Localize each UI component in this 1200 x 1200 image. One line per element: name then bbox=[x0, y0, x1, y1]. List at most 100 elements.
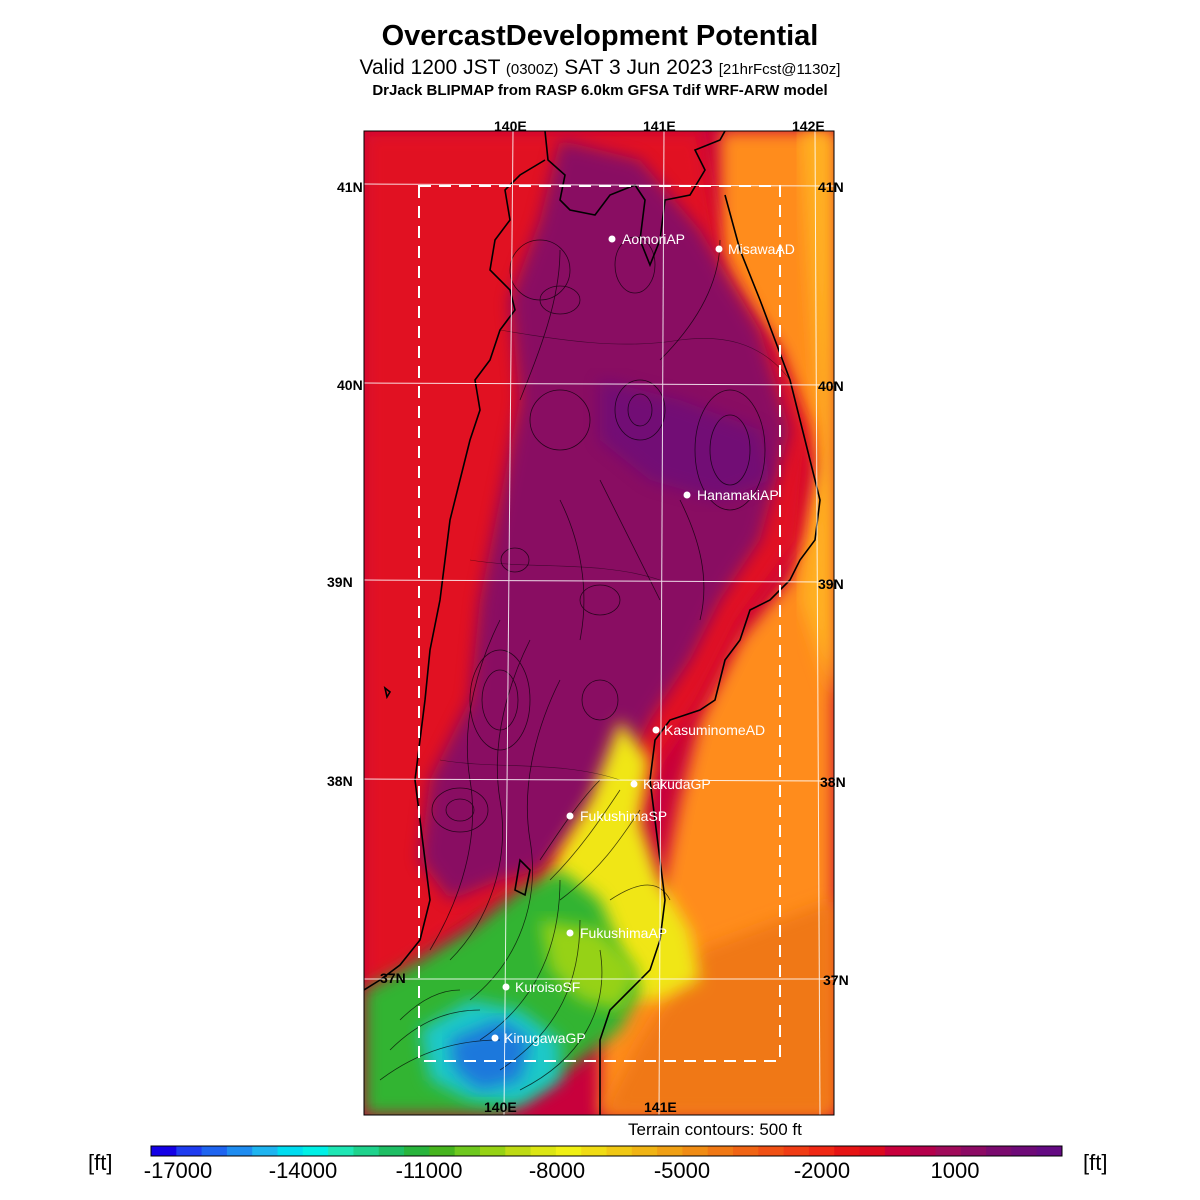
colorbar-swatch bbox=[682, 1146, 709, 1156]
lon-label-bottom: 141E bbox=[644, 1099, 677, 1115]
lat-label-left: 37N bbox=[380, 970, 406, 986]
colorbar-tick-labels: -17000 -14000 -11000 -8000 -5000 -2000 1… bbox=[0, 1158, 1200, 1188]
blue-core bbox=[450, 1020, 530, 1090]
station-dot bbox=[502, 983, 510, 991]
terrain-contours bbox=[379, 236, 766, 1091]
station-dot bbox=[566, 929, 574, 937]
colorbar-swatch bbox=[404, 1146, 430, 1156]
pacific-light-orange bbox=[800, 131, 834, 700]
colorbar-swatch bbox=[252, 1146, 279, 1156]
plot-frame bbox=[363, 130, 835, 1116]
colorbar-frame bbox=[150, 1145, 1063, 1157]
lon-label-top: 140E bbox=[494, 118, 527, 134]
colorbar-swatch bbox=[1036, 1146, 1063, 1156]
colorbar-tick-label: -2000 bbox=[793, 1158, 851, 1183]
colorbar-swatch bbox=[758, 1146, 785, 1156]
colorbar-swatch bbox=[834, 1146, 861, 1156]
data-field: AomoriAP MisawaAD HanamakiAP KasuminomeA… bbox=[364, 131, 834, 1115]
colorbar-swatch bbox=[606, 1146, 633, 1156]
lon-label-top: 142E bbox=[792, 118, 825, 134]
colorbar-swatch bbox=[733, 1146, 759, 1156]
deep-purple-core bbox=[600, 380, 770, 500]
colorbar-swatch bbox=[176, 1146, 203, 1156]
contour-note: Terrain contours: 500 ft bbox=[628, 1120, 802, 1139]
colorbar-swatch bbox=[783, 1146, 810, 1156]
station-label: FukushimaAP bbox=[580, 925, 667, 941]
colorbar-tick-label: -5000 bbox=[653, 1158, 711, 1183]
light-green-zone bbox=[540, 920, 640, 1010]
station-label: FukushimaSP bbox=[580, 808, 667, 824]
colorbar-swatch bbox=[1011, 1146, 1038, 1156]
colorbar-swatch bbox=[707, 1146, 734, 1156]
lat-label-right: 38N bbox=[820, 774, 846, 790]
colorbar-tick-label: 1000 bbox=[930, 1158, 980, 1183]
station-dot bbox=[715, 245, 723, 253]
lon-label-top: 141E bbox=[643, 118, 676, 134]
station-dot bbox=[491, 1034, 499, 1042]
colorbar bbox=[150, 1145, 1063, 1157]
colorbar-swatch bbox=[505, 1146, 532, 1156]
inner-domain-box bbox=[418, 185, 781, 1062]
colorbar-swatch bbox=[884, 1146, 911, 1156]
lat-label-left: 39N bbox=[327, 574, 353, 590]
colorbar-swatch bbox=[277, 1146, 304, 1156]
station-dot bbox=[630, 780, 638, 788]
lat-label-right: 37N bbox=[823, 972, 849, 988]
station-dot bbox=[608, 235, 616, 243]
axis-labels: 140E 141E 142E 140E 141E 41N 40N 39N 38N… bbox=[327, 118, 849, 1115]
colorbar-swatch bbox=[935, 1146, 962, 1156]
colorbar-swatch bbox=[151, 1146, 177, 1156]
purple-interior bbox=[420, 140, 790, 900]
colorbar-unit-right: [ft] bbox=[1083, 1150, 1108, 1175]
station-dot bbox=[566, 812, 574, 820]
lat-label-right: 41N bbox=[818, 179, 844, 195]
prefecture-boundaries bbox=[439, 329, 791, 781]
colorbar-tick-label: -11000 bbox=[395, 1158, 463, 1183]
lat-label-left: 40N bbox=[337, 377, 363, 393]
colorbar-swatch bbox=[226, 1146, 253, 1156]
colorbar-swatch bbox=[555, 1146, 582, 1156]
lat-lon-grid bbox=[364, 131, 834, 1115]
colorbar-tick-label: -8000 bbox=[528, 1158, 586, 1183]
colorbar-swatch bbox=[581, 1146, 607, 1156]
forecast-info: [21hrFcst@1130z] bbox=[718, 61, 841, 78]
station-label: KakudaGP bbox=[643, 776, 711, 792]
station-dot bbox=[683, 491, 691, 499]
colorbar-swatch bbox=[353, 1146, 380, 1156]
station-label: MisawaAD bbox=[728, 241, 795, 257]
lon-label-bottom: 140E bbox=[484, 1099, 517, 1115]
station-label: HanamakiAP bbox=[697, 487, 779, 503]
colorbar-swatch bbox=[530, 1146, 557, 1156]
lat-label-left: 41N bbox=[337, 179, 363, 195]
valid-date: SAT 3 Jun 2023 bbox=[564, 56, 713, 79]
colorbar-swatch bbox=[429, 1146, 456, 1156]
valid-time: Valid 1200 JST bbox=[359, 56, 501, 79]
station-dot bbox=[652, 726, 660, 734]
lat-label-right: 40N bbox=[818, 378, 844, 394]
colorbar-tick-label: -17000 bbox=[143, 1158, 213, 1183]
colorbar-swatch bbox=[302, 1146, 329, 1156]
colorbar-swatch bbox=[378, 1146, 405, 1156]
colorbar-swatch bbox=[328, 1146, 354, 1156]
colorbar-swatch bbox=[631, 1146, 658, 1156]
utc-time: (0300Z) bbox=[505, 61, 559, 78]
station-markers: AomoriAP MisawaAD HanamakiAP KasuminomeA… bbox=[491, 231, 795, 1046]
pacific-orange-zone bbox=[600, 131, 834, 1115]
lat-label-right: 39N bbox=[818, 576, 844, 592]
colorbar-swatch bbox=[201, 1146, 228, 1156]
coastline bbox=[364, 131, 821, 1115]
colorbar-tick-label: -14000 bbox=[268, 1158, 338, 1183]
colorbar-swatch bbox=[910, 1146, 936, 1156]
colorbar-swatch bbox=[479, 1146, 506, 1156]
valid-time-line: Valid 1200 JST (0300Z) SAT 3 Jun 2023 [2… bbox=[0, 56, 1200, 80]
station-label: AomoriAP bbox=[622, 231, 685, 247]
lat-label-left: 38N bbox=[327, 773, 353, 789]
colorbar-unit-left: [ft] bbox=[88, 1150, 113, 1175]
colorbar-swatch bbox=[657, 1146, 683, 1156]
station-label: KuroisoSF bbox=[515, 979, 580, 995]
station-label: KinugawaGP bbox=[504, 1030, 586, 1046]
colorbar-swatch bbox=[808, 1146, 835, 1156]
model-description: DrJack BLIPMAP from RASP 6.0km GFSA Tdif… bbox=[372, 82, 828, 99]
station-label: KasuminomeAD bbox=[664, 722, 765, 738]
